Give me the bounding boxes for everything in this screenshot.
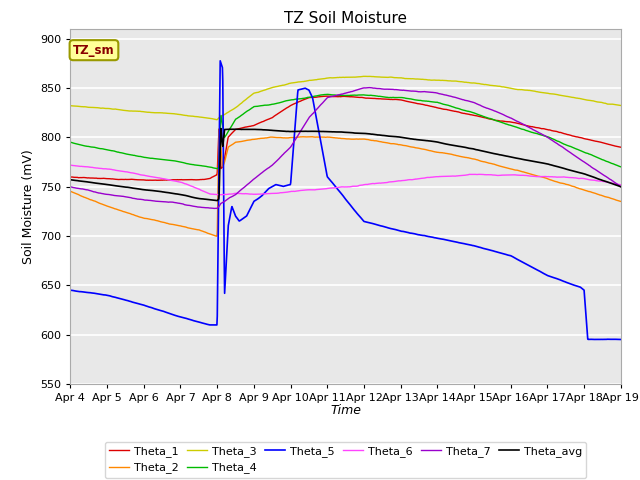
Theta_avg bbox=[322, 129, 330, 134]
Theta_2 bbox=[109, 205, 117, 211]
Theta_3 bbox=[109, 106, 117, 112]
Theta_2 bbox=[132, 213, 140, 218]
Theta_2 bbox=[301, 134, 308, 140]
Theta_5 bbox=[617, 336, 625, 342]
Theta_1 bbox=[132, 177, 140, 182]
Legend: Theta_1, Theta_2, Theta_3, Theta_4, Theta_5, Theta_6, Theta_7, Theta_avg: Theta_1, Theta_2, Theta_3, Theta_4, Thet… bbox=[105, 442, 586, 478]
Theta_2 bbox=[617, 199, 625, 204]
Theta_3 bbox=[300, 79, 308, 84]
Theta_1 bbox=[300, 96, 308, 102]
Line: Theta_1: Theta_1 bbox=[70, 96, 621, 180]
Line: Theta_6: Theta_6 bbox=[70, 165, 621, 195]
Theta_2 bbox=[322, 134, 330, 140]
Theta_1 bbox=[156, 178, 163, 183]
Theta_1 bbox=[617, 144, 625, 150]
Theta_6 bbox=[300, 187, 308, 193]
Theta_3 bbox=[362, 73, 369, 79]
Line: Theta_2: Theta_2 bbox=[70, 129, 621, 236]
Theta_2 bbox=[312, 134, 320, 140]
Title: TZ Soil Moisture: TZ Soil Moisture bbox=[284, 11, 407, 26]
Theta_3 bbox=[322, 75, 330, 81]
Theta_7 bbox=[381, 86, 388, 92]
Theta_7 bbox=[300, 122, 308, 128]
Theta_avg bbox=[67, 177, 74, 182]
Theta_7 bbox=[322, 96, 330, 102]
Line: Theta_7: Theta_7 bbox=[70, 87, 621, 208]
Theta_4 bbox=[132, 153, 140, 158]
Line: Theta_avg: Theta_avg bbox=[70, 129, 621, 201]
Theta_1 bbox=[312, 95, 319, 100]
Theta_1 bbox=[381, 96, 388, 102]
Theta_3 bbox=[617, 103, 625, 108]
Theta_4 bbox=[312, 93, 319, 99]
Theta_7 bbox=[132, 196, 140, 202]
Theta_2 bbox=[213, 233, 221, 239]
Theta_7 bbox=[366, 84, 374, 90]
Theta_4 bbox=[324, 92, 332, 97]
Theta_avg bbox=[301, 128, 308, 134]
Theta_1 bbox=[324, 93, 332, 99]
Theta_3 bbox=[213, 117, 221, 122]
Theta_avg bbox=[381, 132, 388, 138]
Theta_5 bbox=[312, 111, 319, 117]
Theta_avg bbox=[312, 129, 320, 134]
Theta_5 bbox=[132, 300, 140, 306]
Theta_6 bbox=[617, 182, 625, 188]
Theta_6 bbox=[216, 192, 224, 198]
Theta_4 bbox=[109, 148, 117, 154]
Text: TZ_sm: TZ_sm bbox=[73, 44, 115, 57]
Theta_1 bbox=[109, 176, 117, 182]
Theta_2 bbox=[67, 189, 74, 194]
Theta_3 bbox=[381, 74, 388, 80]
Theta_5 bbox=[300, 85, 308, 91]
Theta_4 bbox=[617, 164, 625, 170]
Theta_5 bbox=[109, 294, 117, 300]
Theta_3 bbox=[67, 103, 74, 108]
Theta_avg bbox=[217, 126, 225, 132]
Theta_avg bbox=[617, 184, 625, 190]
Theta_3 bbox=[312, 77, 319, 83]
Theta_avg bbox=[213, 198, 221, 204]
Theta_1 bbox=[322, 93, 330, 99]
Line: Theta_5: Theta_5 bbox=[70, 61, 621, 339]
Theta_7 bbox=[312, 108, 319, 113]
Theta_3 bbox=[132, 108, 140, 114]
Theta_6 bbox=[322, 186, 330, 192]
Y-axis label: Soil Moisture (mV): Soil Moisture (mV) bbox=[22, 149, 35, 264]
Theta_avg bbox=[109, 182, 117, 188]
Theta_4 bbox=[381, 94, 388, 100]
Theta_5 bbox=[380, 224, 388, 229]
Theta_avg bbox=[132, 186, 140, 192]
Theta_4 bbox=[322, 92, 330, 97]
Line: Theta_4: Theta_4 bbox=[70, 95, 621, 168]
Theta_6 bbox=[132, 171, 140, 177]
Theta_5 bbox=[216, 58, 224, 64]
X-axis label: Time: Time bbox=[330, 405, 361, 418]
Theta_4 bbox=[213, 166, 221, 171]
Theta_4 bbox=[300, 96, 308, 101]
Theta_7 bbox=[109, 192, 117, 198]
Line: Theta_3: Theta_3 bbox=[70, 76, 621, 120]
Theta_2 bbox=[381, 140, 388, 145]
Theta_7 bbox=[211, 205, 218, 211]
Theta_6 bbox=[380, 180, 388, 186]
Theta_5 bbox=[322, 165, 330, 170]
Theta_6 bbox=[312, 187, 319, 192]
Theta_6 bbox=[67, 162, 74, 168]
Theta_7 bbox=[617, 184, 625, 190]
Theta_2 bbox=[215, 126, 223, 132]
Theta_5 bbox=[67, 288, 74, 293]
Theta_6 bbox=[109, 167, 117, 173]
Theta_7 bbox=[67, 184, 74, 190]
Theta_1 bbox=[67, 174, 74, 180]
Theta_4 bbox=[67, 139, 74, 145]
